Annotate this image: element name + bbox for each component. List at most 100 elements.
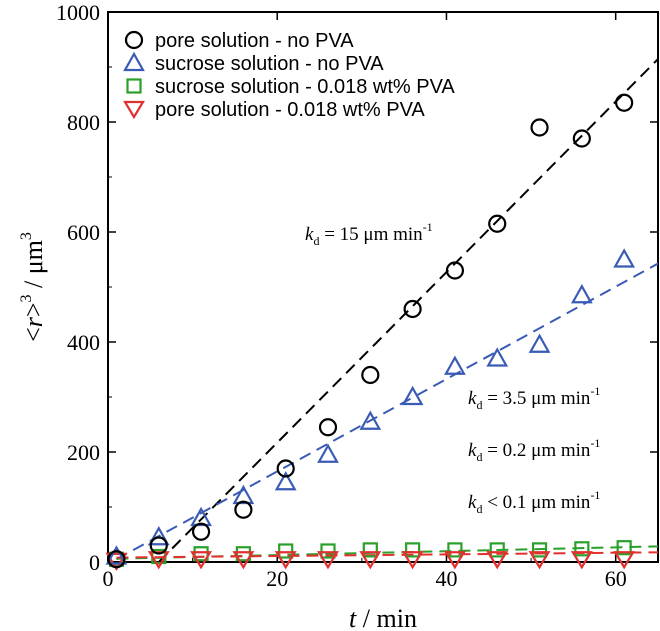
y-axis-unit: / μm [19,240,48,294]
kd-value: = 3.5 μm min [482,388,590,409]
data-point-series-3 [320,543,336,559]
kd-symbol: k [468,492,477,513]
data-point-series-3 [362,542,378,558]
legend-label-3: sucrose solution - 0.018 wt% PVA [155,76,455,98]
x-tick-label: 20 [266,566,288,591]
data-point-series-2 [359,410,382,430]
data-point-series-3 [235,546,251,562]
data-point-series-4 [232,551,255,570]
fit-line-3 [116,545,658,560]
legend-marker-3 [126,78,142,94]
data-point-series-4 [486,551,509,570]
data-point-series-4 [401,551,424,570]
data-point-series-1 [488,214,507,233]
y-tick-label: 200 [67,440,100,465]
kd-subscript: d [476,398,482,412]
data-point-series-4 [147,551,170,570]
data-point-series-2 [232,484,255,505]
data-point-series-1 [318,418,338,437]
y-tick-label: 400 [67,330,100,355]
y-axis-close: > [19,302,48,317]
data-point-series-1 [572,129,591,148]
y-axis-title: <r>3 / μm3 [18,232,48,342]
legend-label-4: pore solution - 0.018 wt% PVA [155,99,425,121]
data-point-series-1 [403,299,422,319]
data-point-series-3 [489,542,505,558]
data-point-series-4 [570,551,593,570]
data-point-series-3 [616,540,632,556]
data-point-series-2 [444,355,466,375]
data-point-series-4 [359,551,382,570]
data-point-series-2 [274,471,297,491]
y-axis-unit-sup: 3 [18,232,35,240]
kd-annotation-1: kd = 15 μm min-1 [305,220,433,248]
y-tick-label: 800 [67,110,100,135]
legend-label-1: pore solution - no PVA [155,30,354,52]
data-point-series-1 [191,522,211,541]
y-axis-var: r [19,316,48,327]
data-point-series-2 [613,248,636,268]
x-tick-label: 60 [605,566,627,591]
data-point-series-2 [190,506,212,527]
data-point-series-4 [274,551,297,570]
kd-value: < 0.1 μm min [482,492,590,513]
y-axis-title-group: <r>3 / μm3 [18,232,48,342]
data-point-series-4 [105,552,128,572]
kd-superscript: -1 [590,436,600,450]
data-point-series-4 [528,551,551,570]
data-point-series-1 [234,500,253,519]
data-point-series-2 [147,526,170,546]
kd-superscript: -1 [590,384,600,398]
x-axis-title: t / min [349,604,417,631]
y-tick-label: 1000 [56,0,100,25]
kd-symbol: k [468,388,477,409]
kd-value: = 15 μm min [319,224,423,245]
x-tick-label: 0 [103,566,114,591]
data-point-series-2 [570,284,593,304]
x-tick-label: 40 [435,566,457,591]
data-point-series-1 [445,261,465,280]
kd-subscript: d [313,234,319,248]
kd-symbol: k [468,440,477,461]
data-point-series-3 [531,542,548,558]
data-point-series-1 [149,536,168,555]
data-point-series-2 [401,385,424,406]
kd-annotation-4: kd < 0.1 μm min-1 [468,488,600,516]
legend-marker-1 [124,30,144,50]
kd-superscript: -1 [590,488,600,502]
data-point-series-3 [278,543,294,559]
data-point-series-2 [486,347,509,367]
data-point-series-2 [105,545,128,565]
x-axis-unit: / min [356,604,417,631]
kd-value: = 0.2 μm min [482,440,590,461]
legend-label-2: sucrose solution - no PVA [155,53,384,75]
legend-marker-4 [123,100,145,120]
kd-symbol: k [305,224,314,245]
data-point-series-2 [528,333,551,353]
data-point-series-4 [190,551,213,570]
y-tick-label: 600 [67,220,100,245]
data-point-series-1 [107,550,126,569]
data-point-series-3 [447,542,463,558]
data-point-series-3 [574,541,590,557]
kd-subscript: d [476,502,482,516]
data-point-series-2 [317,443,339,463]
legend-marker-2 [123,51,145,72]
kd-subscript: d [476,450,482,464]
y-axis-open: < [19,327,48,342]
x-axis-var: t [349,604,357,631]
data-point-series-4 [317,551,339,570]
y-axis-sup: 3 [18,294,35,302]
fit-line-2 [115,262,658,561]
data-point-series-3 [193,546,209,562]
data-point-series-1 [530,118,549,137]
y-tick-label: 0 [89,550,100,575]
data-point-series-1 [361,365,380,385]
kd-annotation-3: kd = 0.2 μm min-1 [468,436,600,464]
data-point-series-1 [615,93,634,112]
kd-annotation-2: kd = 3.5 μm min-1 [468,384,600,412]
data-point-series-3 [405,542,421,558]
kd-superscript: -1 [423,220,433,234]
data-point-series-4 [613,551,636,570]
